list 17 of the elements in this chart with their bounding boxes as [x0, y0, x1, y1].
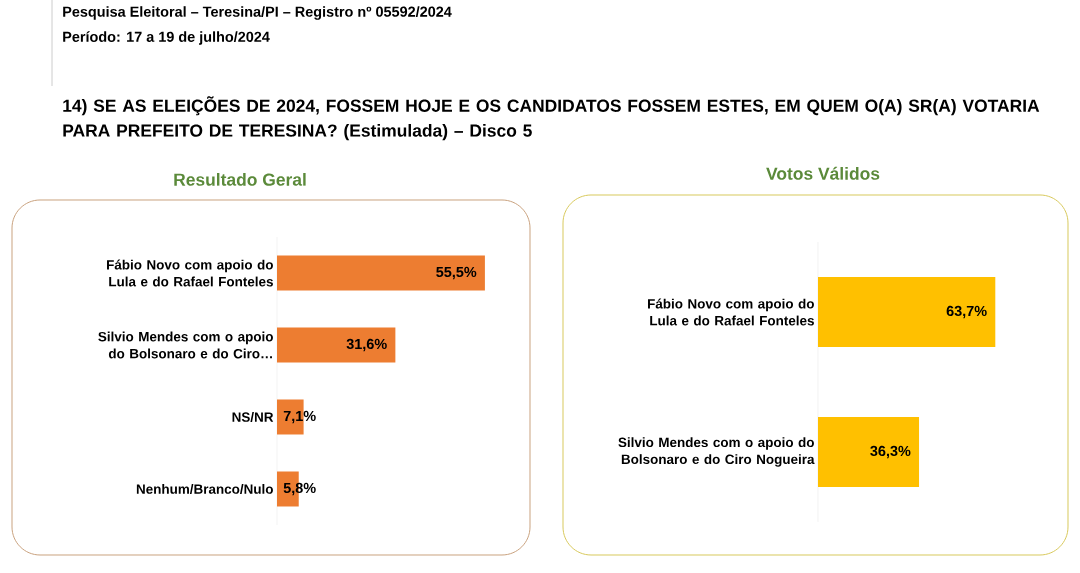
y-tick-label: Nenhum/Branco/Nulo — [136, 483, 273, 494]
text: 14) SE AS ELEIÇÕES DE 2024, FOSSEM HOJE E OS CANDIDATOS FOSSEM ESTES, EM QUEM O(A) SR(A) VOTARIA PARA PREFEITO DE TERESINA? (Estimulada) – Disco 5 — [63, 96, 1040, 141]
y-tick-label: Fábio Novo com apoio do Lula e do Rafael Fonteles — [648, 298, 814, 326]
text: Período: 17 a 19 de julho/2024 — [63, 31, 270, 45]
bar — [277, 255, 485, 291]
y-tick-label: Silvio Mendes com o apoio do Bolsonaro e do Ciro Nogueira — [618, 437, 815, 467]
bar — [277, 327, 396, 363]
y-tick-label: Fábio Novo com apoio do Lula e do Rafael Fonteles — [107, 259, 273, 287]
y-tick-label: Silvio Mendes com o apoio do Bolsonaro e do Ciro… — [98, 331, 273, 359]
text: Pesquisa Eleitoral – Teresina/PI – Registro nº 05592/2024 — [63, 6, 452, 20]
chart-title: Votos Válidos — [766, 166, 880, 180]
chart-title: Resultado Geral — [174, 172, 306, 186]
data-label: 31,6% — [346, 338, 387, 352]
data-label: 36,3% — [870, 445, 911, 459]
y-tick-label: NS/NR — [232, 411, 274, 422]
data-label: 63,7% — [946, 305, 987, 319]
data-label: 55,5% — [436, 266, 477, 280]
